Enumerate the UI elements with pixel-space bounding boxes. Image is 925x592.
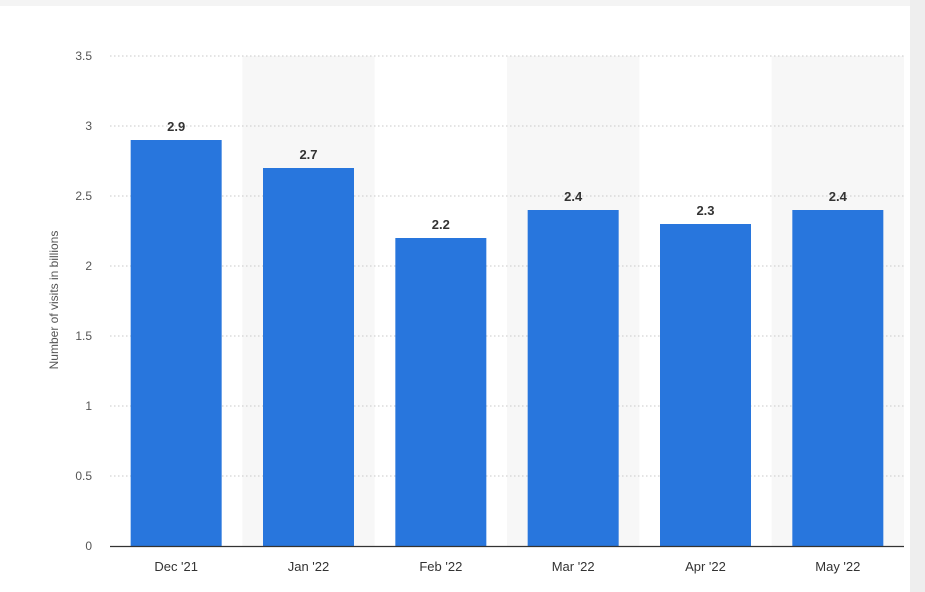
- bar: [527, 210, 619, 546]
- data-label: 2.3: [696, 203, 714, 218]
- x-tick-label: Feb '22: [419, 559, 462, 574]
- data-label: 2.4: [564, 189, 583, 204]
- data-label: 2.4: [829, 189, 848, 204]
- y-tick-label: 1: [85, 399, 92, 413]
- x-tick-label: Jan '22: [288, 559, 330, 574]
- x-tick-label: Apr '22: [685, 559, 726, 574]
- y-axis-ticks: 0 0.5 1 1.5 2 2.5 3 3.5: [75, 49, 92, 553]
- data-label: 2.2: [432, 217, 450, 232]
- bar: [263, 168, 354, 546]
- bar: [395, 238, 487, 546]
- y-tick-label: 2.5: [75, 189, 92, 203]
- gridlines: [110, 55, 904, 477]
- data-label: 2.9: [167, 119, 185, 134]
- bars: [130, 140, 884, 546]
- side-panel-edge: [910, 0, 925, 592]
- y-axis-label: Number of visits in billions: [47, 231, 61, 370]
- y-tick-label: 1.5: [75, 329, 92, 343]
- x-tick-label: Dec '21: [154, 559, 198, 574]
- bar: [130, 140, 222, 546]
- bar: [660, 224, 751, 546]
- data-labels: 2.9 2.7 2.2 2.4 2.3 2.4: [167, 119, 848, 232]
- y-tick-label: 0.5: [75, 469, 92, 483]
- x-axis-ticks: Dec '21 Jan '22 Feb '22 Mar '22 Apr '22 May '…: [154, 559, 860, 574]
- data-label: 2.7: [299, 147, 317, 162]
- y-tick-label: 3: [85, 119, 92, 133]
- y-tick-label: 0: [85, 539, 92, 553]
- y-tick-label: 3.5: [75, 49, 92, 63]
- x-tick-label: May '22: [815, 559, 860, 574]
- x-tick-label: Mar '22: [552, 559, 595, 574]
- bar: [792, 210, 884, 546]
- y-tick-label: 2: [85, 259, 92, 273]
